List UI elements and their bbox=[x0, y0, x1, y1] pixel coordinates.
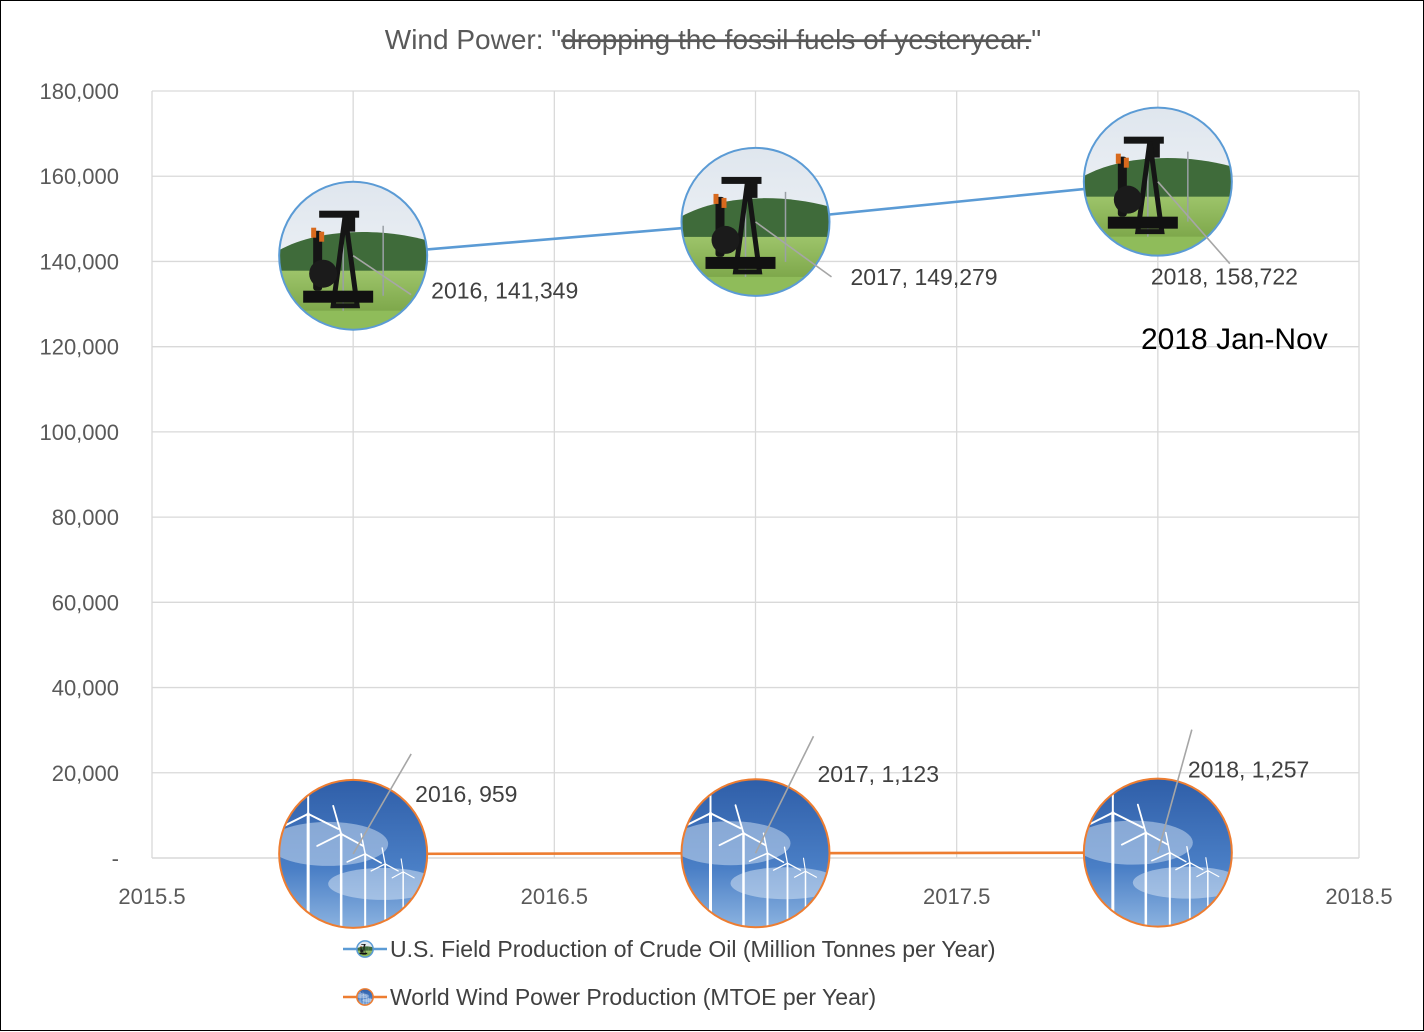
y-tick-label: 20,000 bbox=[52, 761, 119, 786]
data-point-wind-turbine-photo bbox=[278, 778, 429, 929]
leader-line bbox=[755, 221, 832, 278]
leader-line bbox=[352, 753, 412, 855]
chart-title-struck: dropping the fossil fuels of yesteryear. bbox=[561, 24, 1031, 55]
data-label: 2016, 959 bbox=[415, 781, 517, 807]
data-point-wind-turbine-photo bbox=[680, 778, 831, 929]
x-tick-label: 2017.5 bbox=[923, 884, 990, 909]
chart-title: Wind Power: "dropping the fossil fuels o… bbox=[385, 24, 1041, 55]
data-point-wind-turbine-photo bbox=[1082, 777, 1233, 928]
y-tick-label: 80,000 bbox=[52, 505, 119, 530]
legend-item-2: World Wind Power Production (MTOE per Ye… bbox=[343, 984, 876, 1010]
data-point-oil-pump-photo bbox=[680, 146, 831, 297]
leader-line bbox=[352, 255, 412, 296]
data-label: 2018, 158,722 bbox=[1151, 264, 1298, 290]
y-tick-label: 140,000 bbox=[39, 249, 119, 274]
x-tick-label: 2016.5 bbox=[521, 884, 588, 909]
y-tick-label: 120,000 bbox=[39, 335, 119, 360]
leader-line bbox=[1157, 181, 1231, 265]
data-labels: 2016, 141,349 2017, 149,279 2018, 158,722 2… bbox=[415, 264, 1309, 807]
legend-label: U.S. Field Production of Crude Oil (Mill… bbox=[390, 936, 996, 962]
legend-item-1: U.S. Field Production of Crude Oil (Mill… bbox=[343, 936, 996, 962]
data-point-oil-pump-photo bbox=[1082, 106, 1233, 257]
data-label: 2016, 141,349 bbox=[431, 278, 578, 304]
y-tick-label: 60,000 bbox=[52, 590, 119, 615]
leader-lines bbox=[352, 181, 1231, 855]
y-tick-label: 40,000 bbox=[52, 676, 119, 701]
legend-marker-wind-turbine-photo bbox=[356, 988, 374, 1006]
data-label: 2018, 1,257 bbox=[1188, 757, 1310, 783]
data-label: 2017, 1,123 bbox=[818, 761, 940, 787]
data-label: 2017, 149,279 bbox=[851, 264, 998, 290]
legend-marker-oil-pump-photo bbox=[356, 940, 374, 958]
y-tick-label: 160,000 bbox=[39, 164, 119, 189]
y-tick-label: 100,000 bbox=[39, 420, 119, 445]
markers bbox=[278, 106, 1233, 929]
legend: U.S. Field Production of Crude Oil (Mill… bbox=[343, 936, 996, 1010]
x-tick-label: 2015.5 bbox=[118, 884, 185, 909]
y-tick-label: - bbox=[112, 846, 119, 871]
chart-title-prefix: Wind Power: " bbox=[385, 24, 561, 55]
chart-title-suffix: " bbox=[1031, 24, 1041, 55]
x-tick-label: 2018.5 bbox=[1325, 884, 1392, 909]
data-point-oil-pump-photo bbox=[278, 180, 429, 331]
leader-line bbox=[1157, 729, 1193, 853]
annotation-2018-jan-nov: 2018 Jan-Nov bbox=[1141, 323, 1328, 356]
y-tick-label: 180,000 bbox=[39, 79, 119, 104]
leader-line bbox=[754, 735, 815, 854]
legend-label: World Wind Power Production (MTOE per Ye… bbox=[390, 984, 876, 1010]
